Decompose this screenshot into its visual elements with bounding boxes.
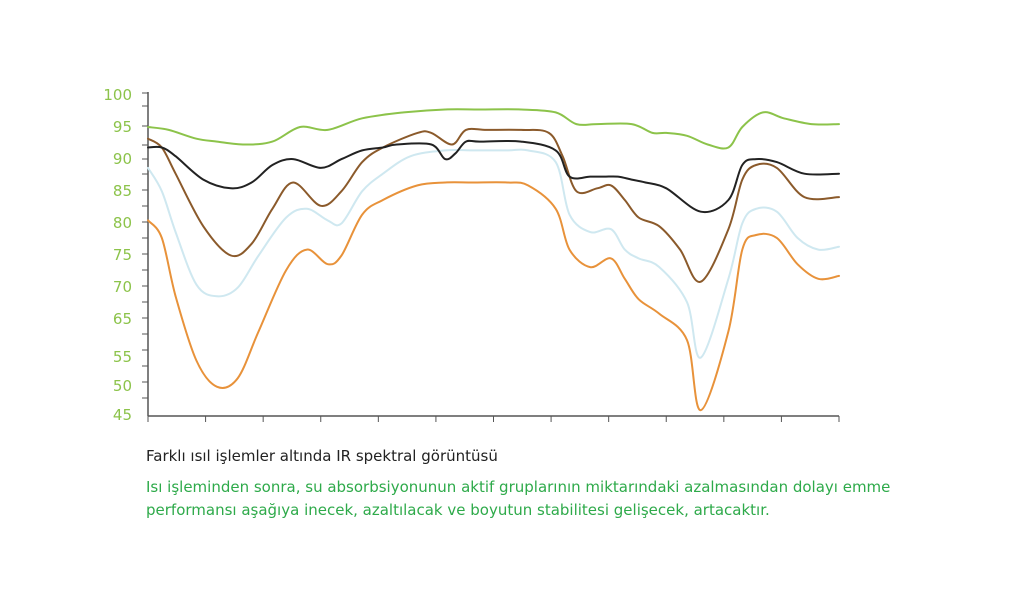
y-tick-label: 50 [113,377,132,395]
y-tick-label: 80 [113,214,132,232]
y-tick-label: 100 [103,86,132,104]
y-tick-label: 70 [113,278,132,296]
series-line-3 [147,127,840,283]
series-line-4 [147,148,840,359]
y-axis: 100 95 90 85 80 75 70 65 55 50 45 [103,86,149,424]
series-line-1 [147,108,840,150]
series-line-5 [147,181,840,412]
y-tick-label: 95 [113,118,132,136]
series-lines [147,108,840,412]
caption-text: Isı işleminden sonra, su absorbsiyonunun… [146,478,891,519]
y-tick-labels: 100 95 90 85 80 75 70 65 55 50 45 [103,86,132,424]
x-axis [147,415,840,422]
series-line-2 [147,139,840,214]
y-tick-label: 65 [113,310,132,328]
x-ticks [147,416,840,422]
y-tick-label: 90 [113,150,132,168]
y-tick-label: 85 [113,182,132,200]
y-tick-label: 45 [113,406,132,424]
y-ticks [142,92,148,399]
caption-title: Farklı ısıl işlemler altında IR spektral… [146,447,498,465]
y-tick-label: 55 [113,348,132,366]
ir-spectrum-chart: 100 95 90 85 80 75 70 65 55 50 45 [103,86,840,424]
y-tick-label: 75 [113,246,132,264]
